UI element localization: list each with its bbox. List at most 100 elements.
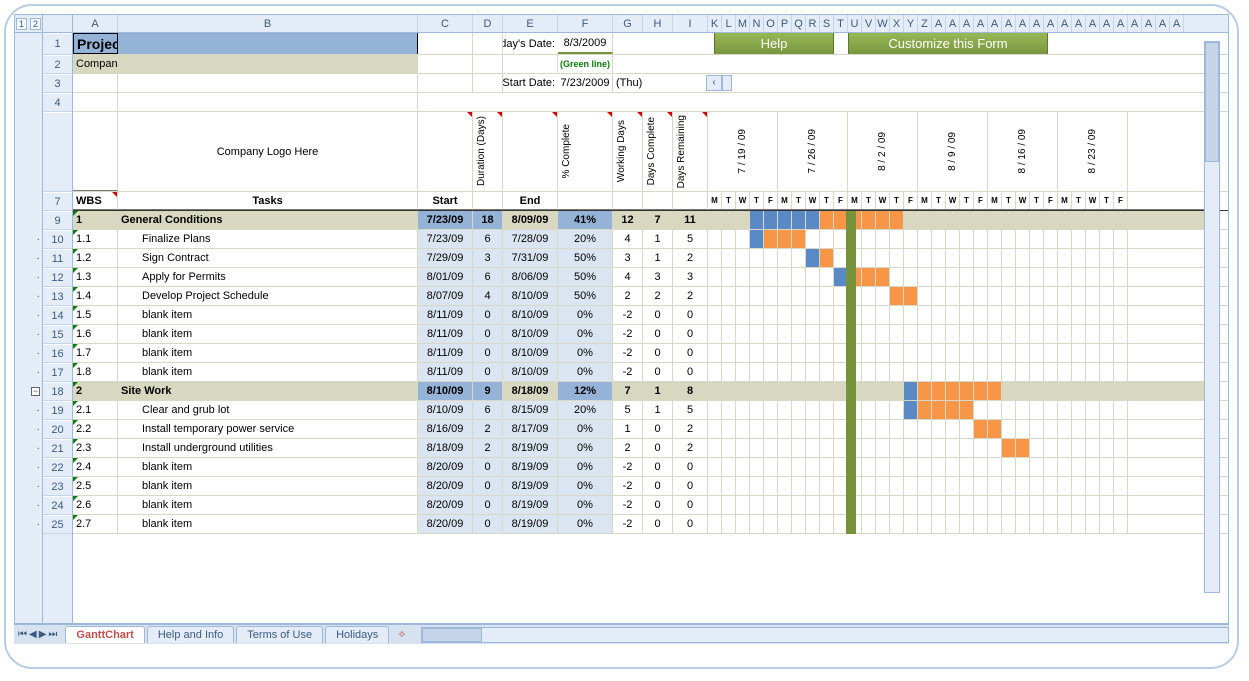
row-header[interactable]: 15 [43,325,72,344]
table-row[interactable]: 1General Conditions7/23/09188/09/0941%12… [73,211,1228,230]
start-date-value[interactable]: 7/23/2009 [558,74,613,92]
column-header[interactable]: A [1142,15,1156,32]
table-row[interactable]: 2.6blank item8/20/0908/19/090%-200 [73,496,1228,515]
row-header[interactable]: 19 [43,401,72,420]
table-row[interactable]: 2.1Clear and grub lot8/10/0968/15/0920%5… [73,401,1228,420]
column-header[interactable]: D [473,15,503,32]
row-header[interactable]: 9 [43,211,72,230]
table-row[interactable]: 2.2Install temporary power service8/16/0… [73,420,1228,439]
table-row[interactable]: 1.7blank item8/11/0908/10/090%-200 [73,344,1228,363]
tab-ganttchart[interactable]: GanttChart [65,626,144,643]
table-row[interactable]: 1.8blank item8/11/0908/10/090%-200 [73,363,1228,382]
row-header[interactable]: 25 [43,515,72,534]
column-header[interactable]: S [820,15,834,32]
table-row[interactable]: 1.5blank item8/11/0908/10/090%-200 [73,306,1228,325]
column-header[interactable]: M [736,15,750,32]
column-header[interactable]: A [1100,15,1114,32]
column-header[interactable]: L [722,15,736,32]
column-header[interactable]: N [750,15,764,32]
column-header[interactable]: C [418,15,473,32]
column-header[interactable]: A [73,15,118,32]
help-button[interactable]: Help [714,33,834,54]
column-header[interactable]: T [834,15,848,32]
column-header[interactable]: V [862,15,876,32]
column-header[interactable]: A [1156,15,1170,32]
column-header[interactable]: I [673,15,708,32]
row-header[interactable]: 1 [43,33,72,55]
gantt-scroll-handle[interactable] [722,75,732,91]
row-header[interactable]: 3 [43,74,72,93]
column-header[interactable]: G [613,15,643,32]
table-row[interactable]: 2.7blank item8/20/0908/19/090%-200 [73,515,1228,534]
table-row[interactable]: 1.6blank item8/11/0908/10/090%-200 [73,325,1228,344]
table-row[interactable]: 2.4blank item8/20/0908/19/090%-200 [73,458,1228,477]
column-header[interactable]: E [503,15,558,32]
column-header[interactable]: Q [792,15,806,32]
column-header[interactable]: F [558,15,613,32]
column-header[interactable]: R [806,15,820,32]
column-header[interactable]: A [1016,15,1030,32]
company-name-cell[interactable]: Company Name [73,55,118,73]
column-header[interactable]: P [778,15,792,32]
column-header[interactable]: A [946,15,960,32]
customize-button[interactable]: Customize this Form [848,33,1048,54]
column-header[interactable]: A [974,15,988,32]
outline-collapse[interactable]: − [31,387,40,396]
column-header[interactable]: X [890,15,904,32]
column-header[interactable]: A [1002,15,1016,32]
row-header[interactable]: 23 [43,477,72,496]
column-header[interactable]: A [960,15,974,32]
horizontal-scrollbar[interactable] [421,627,1230,643]
row-header[interactable]: 4 [43,93,72,112]
row-header[interactable]: 16 [43,344,72,363]
column-header[interactable]: A [988,15,1002,32]
row-header[interactable]: 17 [43,363,72,382]
column-header[interactable]: Y [904,15,918,32]
vertical-scrollbar[interactable] [1204,41,1220,593]
project-name-cell[interactable]: Project Name [73,33,118,54]
column-header[interactable]: Z [918,15,932,32]
column-header[interactable]: A [1044,15,1058,32]
row-header[interactable] [43,112,72,192]
outline-level-header[interactable]: 12 [15,15,42,33]
row-header[interactable]: 13 [43,287,72,306]
gantt-scroll-left[interactable]: ‹ [706,75,722,91]
table-row[interactable]: 1.4Develop Project Schedule8/07/0948/10/… [73,287,1228,306]
column-header[interactable]: A [1072,15,1086,32]
column-header[interactable]: U [848,15,862,32]
column-header[interactable]: W [876,15,890,32]
row-header[interactable]: 14 [43,306,72,325]
table-row[interactable]: 1.1Finalize Plans7/23/0967/28/0920%415 [73,230,1228,249]
column-header[interactable]: A [1058,15,1072,32]
column-header[interactable]: A [1170,15,1184,32]
column-header[interactable]: O [764,15,778,32]
row-header[interactable]: 10 [43,230,72,249]
column-header[interactable]: A [1128,15,1142,32]
tab-nav[interactable]: ⏮◀▶⏭ [18,629,65,640]
column-header[interactable]: H [643,15,673,32]
new-tab-icon[interactable]: ✧ [391,628,412,641]
column-header[interactable]: B [118,15,418,32]
row-header[interactable]: 21 [43,439,72,458]
tab-holidays[interactable]: Holidays [325,626,389,643]
table-row[interactable]: 1.2Sign Contract7/29/0937/31/0950%312 [73,249,1228,268]
row-header[interactable]: 2 [43,55,72,74]
row-header[interactable]: 12 [43,268,72,287]
column-header[interactable]: A [1086,15,1100,32]
column-header-row[interactable]: ABCDEFGHIKLMNOPQRSTUVWXYZAAAAAAAAAAAAAAA… [73,15,1228,33]
column-header[interactable]: K [708,15,722,32]
tab-terms[interactable]: Terms of Use [236,626,323,643]
row-header[interactable]: 24 [43,496,72,515]
row-header[interactable]: 20 [43,420,72,439]
row-header[interactable]: 11 [43,249,72,268]
column-header[interactable]: A [1114,15,1128,32]
row-header[interactable]: 7 [43,192,72,211]
table-row[interactable]: 2.5blank item8/20/0908/19/090%-200 [73,477,1228,496]
row-header[interactable]: 18 [43,382,72,401]
column-header[interactable]: A [932,15,946,32]
table-row[interactable]: 2.3Install underground utilities8/18/092… [73,439,1228,458]
table-row[interactable]: 2Site Work8/10/0998/18/0912%718 [73,382,1228,401]
table-row[interactable]: 1.3Apply for Permits8/01/0968/06/0950%43… [73,268,1228,287]
row-header[interactable]: 22 [43,458,72,477]
tab-help-info[interactable]: Help and Info [147,626,234,643]
